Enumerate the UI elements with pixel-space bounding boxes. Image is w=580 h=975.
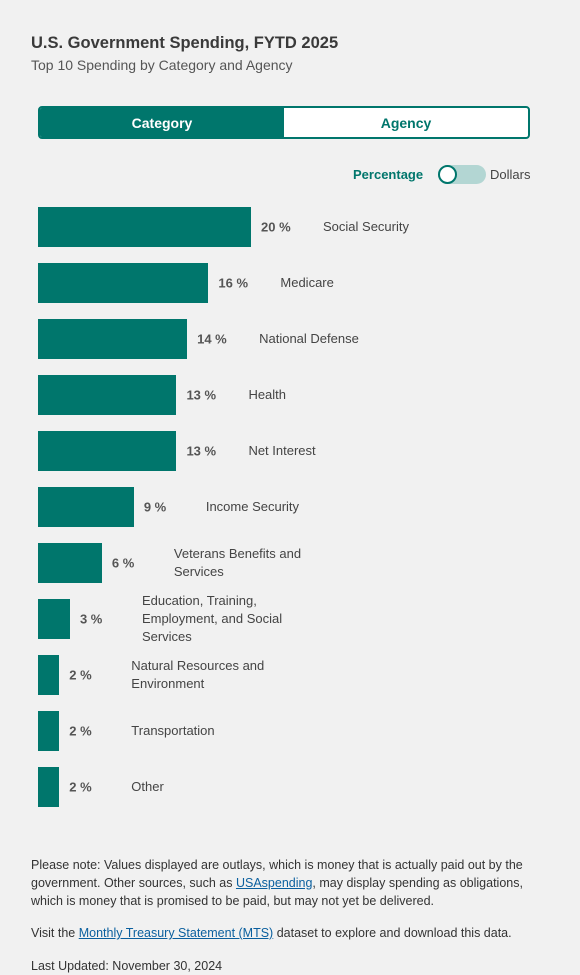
value-label: 16 %: [218, 275, 249, 291]
bar: [38, 487, 134, 527]
bar: [38, 655, 60, 695]
bar: [38, 599, 70, 639]
tab-agency[interactable]: Agency: [380, 114, 432, 131]
value-label: 2 %: [69, 667, 92, 683]
bar: [38, 207, 251, 247]
bar: [38, 431, 177, 471]
value-label: 13 %: [186, 387, 217, 403]
category-label: Income Security: [205, 499, 300, 514]
category-label: Veterans Benefits and Services: [173, 546, 302, 579]
toggle-label: Percentage: [353, 167, 424, 182]
category-label: Other: [131, 779, 164, 794]
visit: Visit the Monthly Treasury Statement (MT…: [31, 924, 551, 942]
subtitle: Top 10 Spending by Category and Agency: [31, 57, 293, 73]
category-label: Net Interest: [248, 443, 316, 458]
bar: [38, 375, 177, 415]
category-label: National Defense: [259, 331, 359, 346]
category-label: Health: [248, 387, 287, 402]
category-label: Social Security: [323, 219, 409, 234]
toggle-label: Dollars: [490, 167, 531, 182]
value-label: 14 %: [197, 331, 227, 347]
value-label: 2 %: [69, 723, 92, 739]
link[interactable]: USAspending: [235, 876, 313, 890]
link[interactable]: Monthly Treasury Statement (MTS): [78, 926, 274, 940]
text: dataset to explore and download this dat…: [273, 926, 512, 940]
text: Please note: Values displayed are outlay…: [31, 858, 523, 890]
tab-category[interactable]: Category: [40, 108, 284, 137]
updated: Last Updated: November 30, 2024: [31, 959, 223, 973]
chart: 20 % Social Security 16 % Medicare 14 % Natio…: [38, 207, 409, 807]
category-label: Transportation: [131, 723, 215, 738]
bar: [38, 319, 188, 359]
note: Please note: Values displayed are outlay…: [31, 856, 551, 910]
bar: [38, 263, 209, 303]
text: Visit the: [31, 926, 79, 940]
value-label: 2 %: [69, 779, 92, 795]
value-label: 6 %: [111, 555, 135, 571]
value-label: 3 %: [79, 611, 103, 627]
category-label: Medicare: [280, 275, 334, 290]
tabs: Category Agency: [38, 106, 530, 139]
value-label: 20 %: [261, 219, 291, 235]
value-label: 13 %: [186, 443, 217, 459]
toggle-switch[interactable]: [438, 165, 486, 184]
text: , may display spending as obligations, w…: [31, 876, 523, 908]
title: U.S. Government Spending, FYTD 2025: [31, 34, 339, 52]
value-label: 9 %: [143, 499, 167, 515]
toggle-knob: [438, 165, 457, 184]
bar: [38, 543, 102, 583]
category-label: Natural Resources and Environment: [131, 658, 265, 691]
category-label: Education, Training, Employment, and Soc…: [141, 593, 283, 644]
bar: [38, 767, 60, 807]
bar: [38, 711, 60, 751]
